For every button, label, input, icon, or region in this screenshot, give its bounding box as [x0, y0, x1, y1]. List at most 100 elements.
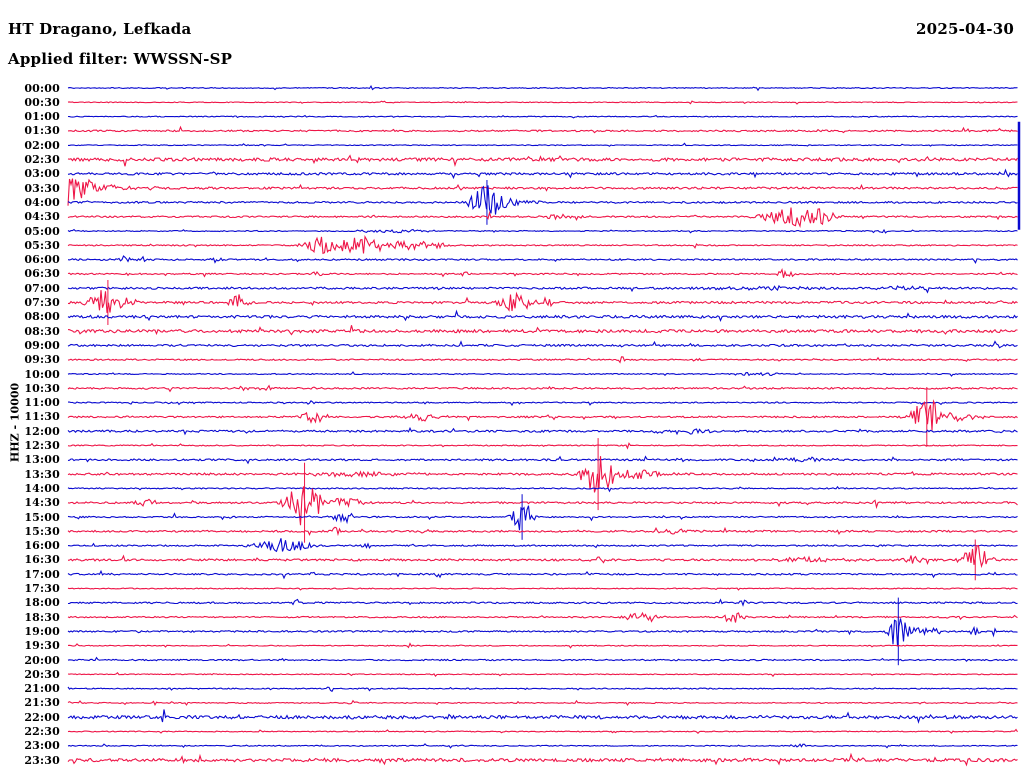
trace-row-0200 — [68, 142, 1018, 147]
time-label: 18:00 — [24, 596, 60, 610]
trace-row-0930 — [67, 356, 1018, 364]
trace-row-0400 — [67, 185, 1018, 215]
trace-row-1400 — [67, 485, 1018, 493]
time-label: 14:30 — [24, 496, 60, 510]
time-label: 16:00 — [24, 539, 60, 553]
time-label: 13:00 — [24, 453, 60, 467]
trace-row-1600 — [67, 538, 1018, 553]
time-label: 04:30 — [24, 210, 60, 224]
time-label: 11:30 — [24, 410, 60, 424]
trace-row-1630 — [67, 544, 1018, 569]
time-label: 22:30 — [24, 725, 60, 738]
time-label: 00:00 — [24, 81, 60, 95]
station-title: HT Dragano, Lefkada — [8, 20, 192, 38]
trace-row-1730 — [67, 587, 1018, 591]
time-label: 16:30 — [24, 553, 60, 567]
trace-row-0700 — [67, 284, 1018, 294]
time-label: 05:00 — [24, 224, 60, 238]
trace-row-1500 — [67, 505, 1018, 531]
time-label: 07:00 — [24, 281, 60, 295]
trace-row-2230 — [67, 728, 1018, 734]
time-label: 09:00 — [24, 338, 60, 352]
trace-row-0430 — [67, 207, 1018, 229]
trace-row-0900 — [67, 340, 1018, 349]
trace-row-1700 — [67, 569, 1018, 580]
time-label: 07:30 — [24, 296, 60, 309]
time-label: 20:00 — [24, 653, 60, 667]
trace-row-2130 — [67, 699, 1018, 707]
trace-row-2330 — [67, 752, 1018, 767]
trace-row-1030 — [67, 384, 1018, 393]
trace-row-0830 — [67, 325, 1018, 336]
time-label: 21:00 — [24, 682, 60, 696]
trace-row-0030 — [67, 100, 1018, 105]
trace-row-0230 — [67, 154, 1018, 168]
trace-row-1300 — [67, 455, 1018, 465]
time-label: 15:00 — [24, 510, 60, 524]
time-label: 17:00 — [24, 567, 60, 581]
applied-filter-label: Applied filter: WWSSN-SP — [8, 50, 233, 68]
time-label: 00:30 — [24, 95, 60, 109]
trace-row-2030 — [67, 672, 1018, 678]
trace-row-1100 — [68, 400, 1018, 407]
time-label: 13:30 — [24, 467, 60, 481]
time-label: 14:00 — [24, 481, 60, 495]
time-label: 23:00 — [24, 739, 60, 753]
time-label: 10:30 — [24, 381, 60, 395]
trace-row-0630 — [67, 267, 1018, 278]
time-label: 12:00 — [24, 424, 60, 438]
trace-row-1000 — [67, 371, 1018, 377]
trace-row-2300 — [67, 743, 1018, 749]
trace-row-2000 — [67, 656, 1018, 663]
trace-row-0500 — [67, 228, 1018, 234]
trace-row-1200 — [67, 426, 1018, 436]
time-label: 12:30 — [24, 439, 60, 452]
trace-row-0800 — [67, 309, 1018, 322]
time-label: 17:30 — [24, 582, 60, 595]
time-label: 04:00 — [24, 195, 60, 209]
trace-row-1830 — [67, 611, 1018, 623]
time-label: 18:30 — [24, 610, 60, 624]
time-label: 06:30 — [24, 267, 60, 281]
trace-row-0330 — [67, 178, 1018, 206]
time-label: 19:30 — [24, 639, 60, 653]
time-label: 20:30 — [24, 667, 60, 681]
trace-row-0730 — [67, 290, 1018, 313]
time-label: 22:00 — [24, 710, 60, 724]
time-label: 23:30 — [24, 753, 60, 767]
time-label: 06:00 — [24, 253, 60, 267]
trace-row-1930 — [67, 642, 1018, 649]
time-label: 19:00 — [24, 624, 60, 638]
time-label: 03:30 — [24, 181, 60, 195]
trace-row-0300 — [67, 168, 1018, 180]
trace-row-1800 — [67, 598, 1018, 607]
trace-row-0530 — [67, 235, 1018, 255]
time-label: 08:00 — [24, 310, 60, 324]
time-label: 11:00 — [24, 396, 60, 410]
trace-row-0130 — [67, 125, 1018, 134]
trace-row-1130 — [67, 399, 1018, 431]
date-label: 2025-04-30 — [916, 20, 1014, 38]
time-label: 02:30 — [24, 153, 60, 166]
time-label: 08:30 — [24, 324, 60, 338]
time-label: 03:00 — [24, 167, 60, 181]
trace-row-0000 — [67, 84, 1018, 92]
time-label: 01:30 — [24, 124, 60, 138]
time-label: 09:30 — [24, 353, 60, 367]
time-label: 21:30 — [24, 696, 60, 710]
trace-row-0600 — [67, 255, 1018, 265]
trace-row-2200 — [67, 709, 1018, 724]
trace-row-1230 — [67, 442, 1018, 450]
time-label: 01:00 — [24, 110, 60, 124]
trace-row-1330 — [67, 456, 1018, 493]
trace-row-0100 — [67, 114, 1018, 119]
trace-row-2100 — [67, 686, 1018, 693]
time-label: 05:30 — [24, 238, 60, 252]
time-label: 02:00 — [24, 138, 60, 152]
time-label: 10:00 — [24, 367, 60, 381]
trace-row-1900 — [67, 618, 1018, 646]
trace-row-1530 — [67, 526, 1018, 537]
trace-row-1430 — [67, 486, 1018, 526]
